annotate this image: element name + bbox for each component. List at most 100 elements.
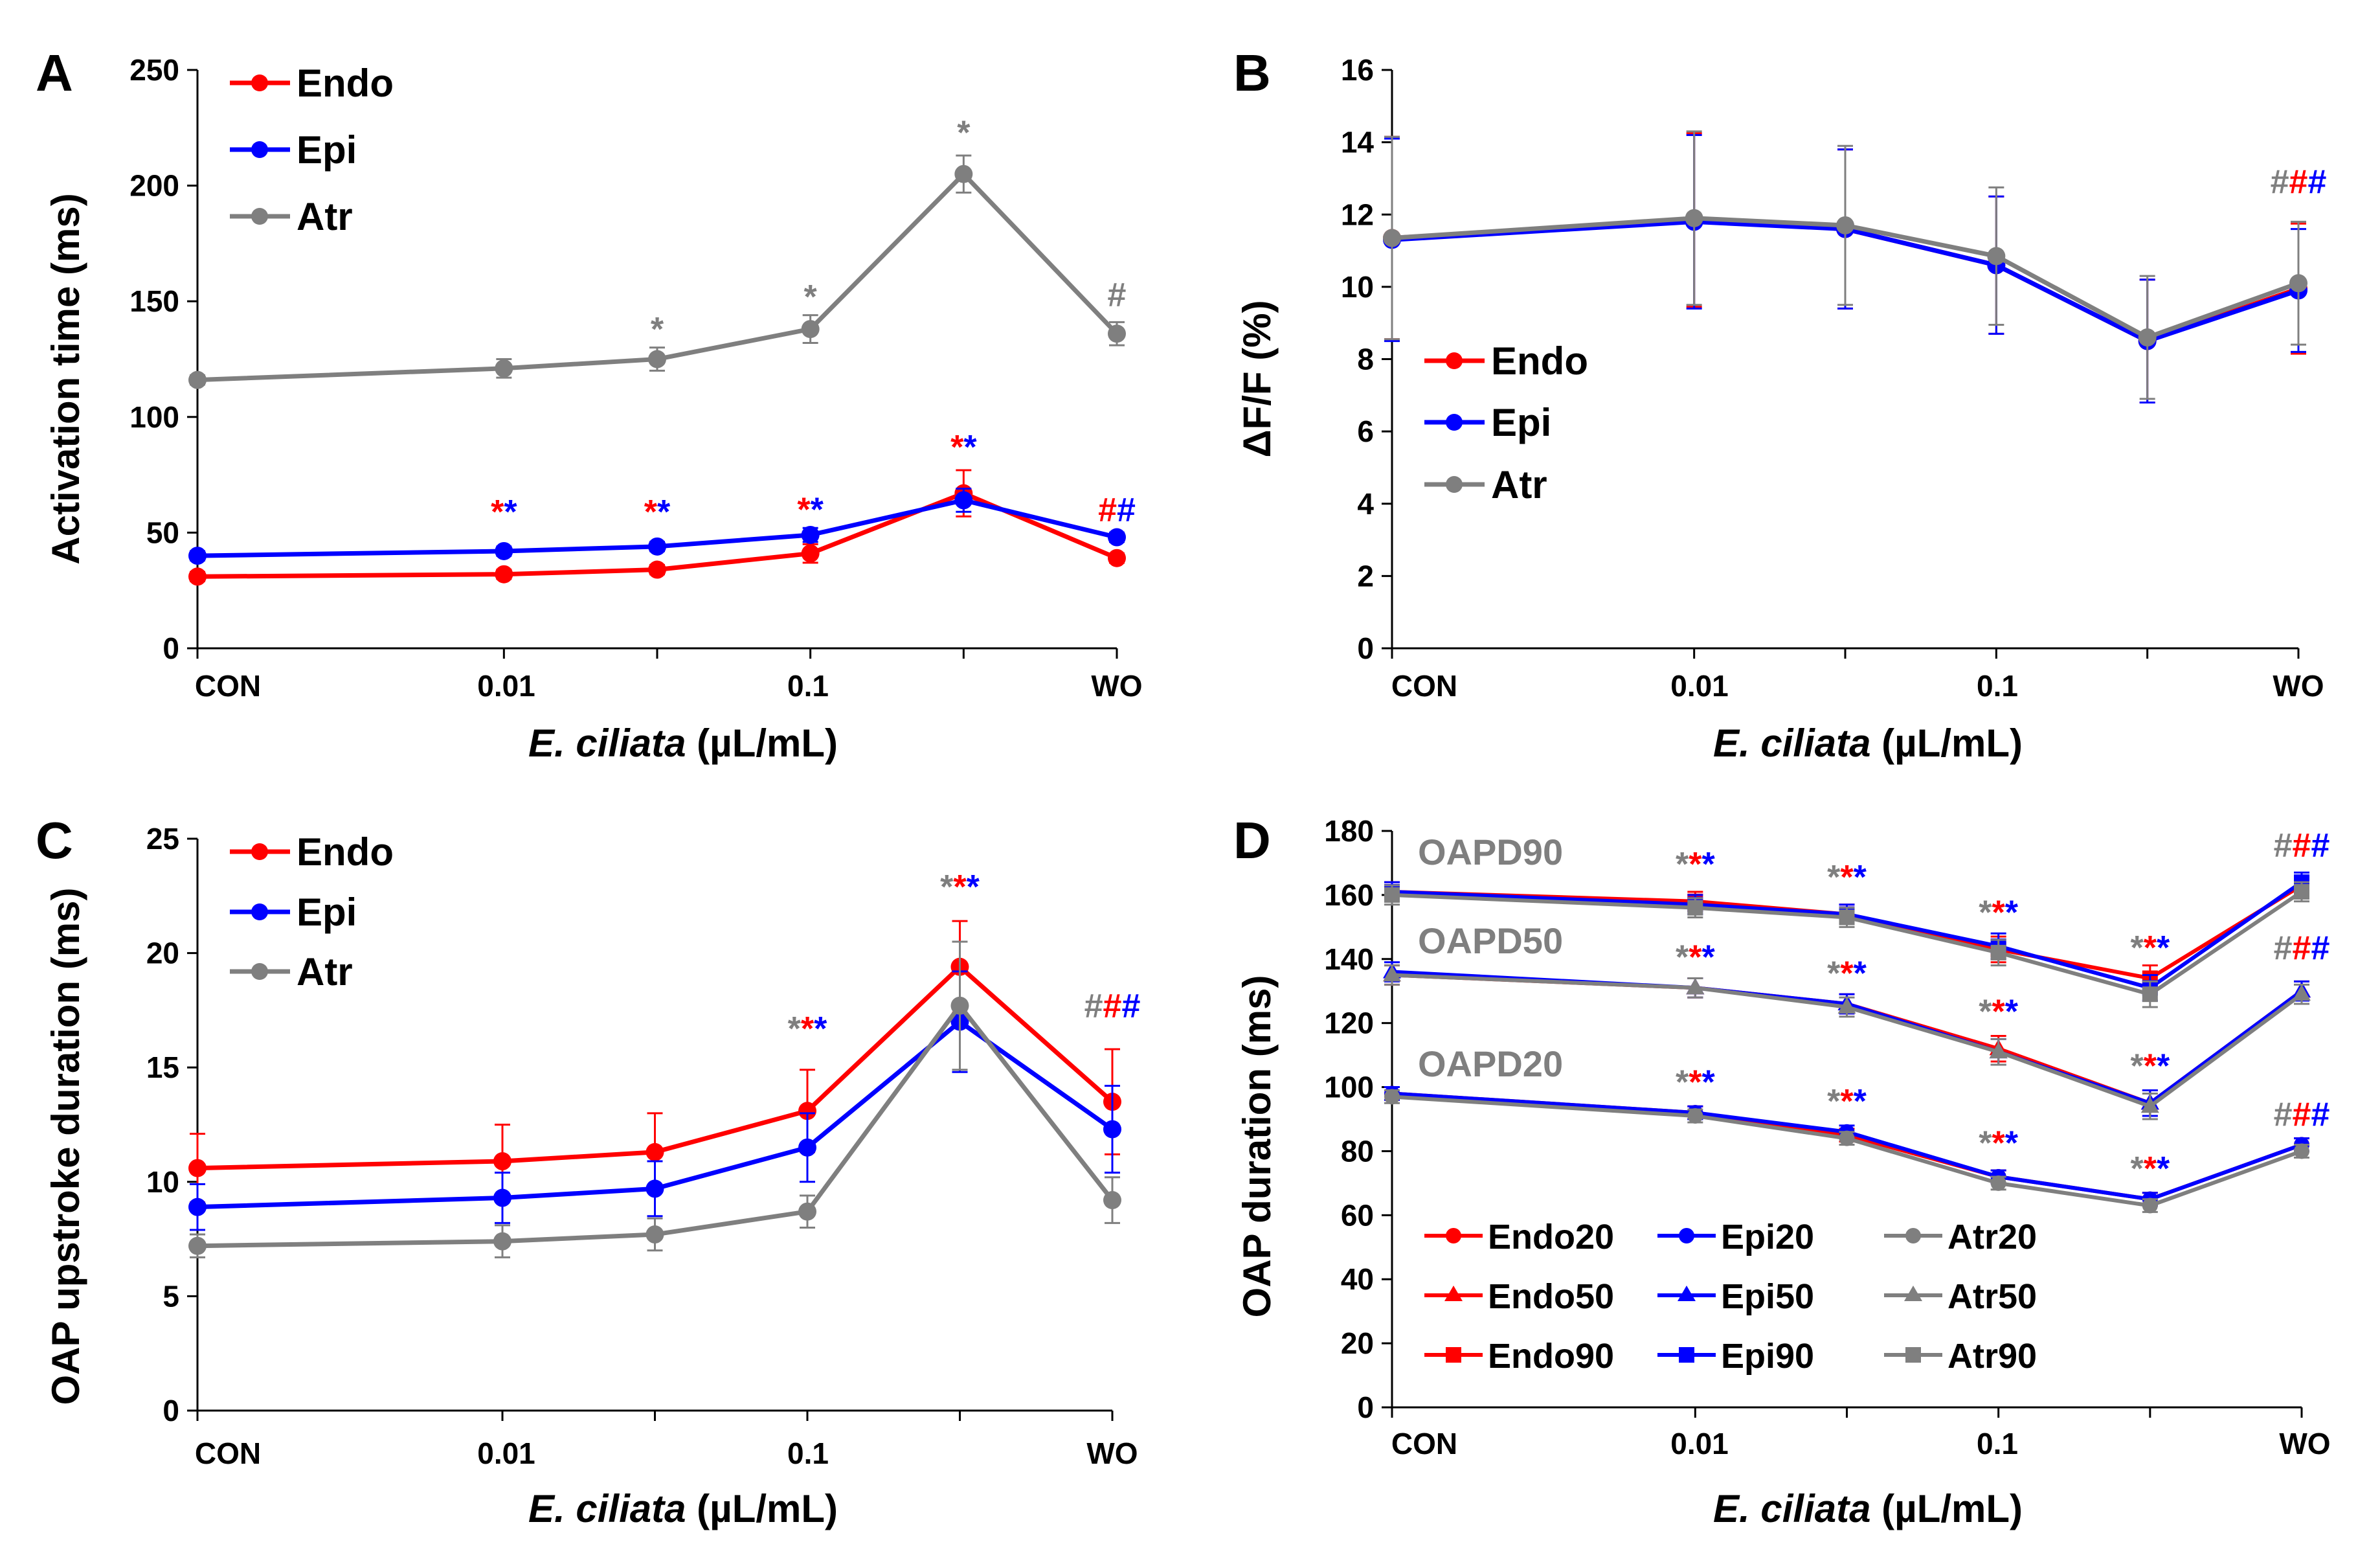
significance-symbol: * [657, 494, 671, 531]
significance-symbol: # [2311, 929, 2329, 967]
significance-symbol: # [2274, 827, 2293, 865]
significance-symbol: * [967, 868, 980, 906]
x-axis-title: E. ciliata (µL/mL) [528, 1487, 838, 1530]
significance-marker: *** [1827, 859, 1867, 896]
legend-marker-endo [251, 843, 268, 860]
data-point [646, 1179, 664, 1198]
series-line-atr [1391, 216, 2300, 340]
x-axis-title-species: E. ciliata [1713, 721, 1870, 765]
significance-symbol: * [2144, 929, 2157, 967]
significance-marker: ** [797, 492, 824, 529]
data-point [188, 1159, 207, 1177]
series-line-atr [197, 172, 1119, 383]
significance-symbol: * [1827, 859, 1841, 896]
significance-symbol: * [953, 868, 967, 906]
series-atr [188, 940, 1121, 1258]
data-point [1108, 324, 1126, 343]
data-point [1383, 965, 1401, 982]
data-point [188, 1198, 207, 1216]
significance-symbol: * [2144, 1048, 2157, 1085]
data-point [801, 525, 820, 544]
x-tick-label: 0.1 [787, 1436, 829, 1470]
significance-symbol: * [1854, 859, 1867, 896]
x-tick-label: WO [2273, 669, 2324, 703]
data-point [1686, 978, 1705, 995]
significance-symbol: * [491, 494, 504, 531]
significance-marker: *** [2130, 1048, 2170, 1085]
y-tick-label: 25 [146, 822, 179, 856]
data-point [188, 370, 207, 389]
y-tick-label: 250 [129, 53, 179, 87]
legend-label-atr20: Atr20 [1948, 1218, 2037, 1256]
significance-symbol: * [1854, 1083, 1867, 1120]
significance-marker: ### [1084, 987, 1141, 1025]
significance-symbol: # [2293, 929, 2311, 967]
series-atr [1383, 130, 2307, 400]
data-point [495, 359, 513, 378]
significance-symbol: * [644, 494, 658, 531]
significance-symbol: * [1840, 955, 1854, 992]
significance-symbol: * [1979, 1124, 1992, 1162]
data-point [493, 1152, 511, 1171]
data-point [1687, 900, 1703, 916]
y-tick-label: 20 [1341, 1326, 1374, 1360]
significance-marker: ### [2271, 163, 2327, 201]
series-atr50 [1383, 964, 2311, 1120]
y-axis-title: OAP duration (ms) [1235, 975, 1279, 1318]
y-tick-label: 100 [1324, 1071, 1374, 1104]
significance-symbol: # [1121, 987, 1140, 1025]
y-tick-label: 5 [163, 1279, 179, 1313]
group-label-oapd20: OAPD20 [1418, 1043, 1563, 1084]
significance-symbol: # [2293, 827, 2311, 865]
y-tick-label: 50 [146, 516, 179, 549]
y-tick-label: 80 [1341, 1134, 1374, 1168]
significance-marker: *** [1827, 1083, 1867, 1120]
data-point [954, 491, 973, 510]
significance-symbol: # [2307, 163, 2326, 201]
significance-symbol: * [2005, 1124, 2019, 1162]
x-tick-label: CON [195, 1436, 261, 1470]
data-point [2142, 1198, 2158, 1214]
significance-symbol: * [2130, 1150, 2144, 1188]
significance-marker: *** [1979, 1124, 2019, 1162]
data-point [1990, 944, 2006, 960]
y-axis-title: OAP upstroke duration (ms) [44, 888, 87, 1405]
significance-symbol: * [2130, 1048, 2144, 1085]
data-point [1383, 229, 1401, 247]
significance-symbol: * [940, 868, 954, 906]
y-tick-label: 0 [1357, 1391, 1374, 1424]
legend-marker-epi20 [1679, 1228, 1694, 1243]
legend-marker-endo [1446, 352, 1463, 369]
significance-symbol: * [957, 114, 971, 152]
y-tick-label: 4 [1357, 487, 1374, 521]
series-epi [188, 970, 1121, 1231]
legend-label-endo: Endo [297, 830, 394, 874]
significance-symbol: * [1979, 993, 1992, 1031]
legend-marker-atr [251, 208, 268, 225]
series-epi [188, 488, 1126, 565]
data-point [2142, 986, 2158, 1003]
x-axis-title-unit: (µL/mL) [686, 1487, 838, 1530]
y-tick-label: 150 [129, 284, 179, 318]
significance-symbol: * [788, 1010, 802, 1048]
significance-marker: ** [491, 494, 517, 531]
legend: Endo Epi Atr [230, 830, 394, 993]
panel-letter-b: B [1233, 44, 1271, 102]
legend-label-endo: Endo [297, 62, 394, 105]
data-point [798, 1138, 816, 1157]
significance-symbol: * [804, 278, 818, 316]
significance-marker: ### [2274, 1096, 2330, 1133]
x-tick-label: CON [1391, 1427, 1457, 1460]
significance-symbol: # [2311, 827, 2329, 865]
significance-marker: * [957, 114, 971, 152]
significance-symbol: * [2157, 1150, 2170, 1188]
significance-symbol: * [504, 494, 517, 531]
significance-symbol: * [1689, 939, 1702, 977]
data-point [1989, 1042, 2008, 1059]
significance-symbol: * [2144, 1150, 2157, 1188]
significance-symbol: # [2271, 163, 2289, 201]
significance-symbol: * [1701, 846, 1715, 883]
y-axis-title: Activation time (ms) [44, 193, 87, 564]
x-axis-title-unit: (µL/mL) [686, 721, 838, 765]
legend-marker-endo [251, 74, 268, 91]
